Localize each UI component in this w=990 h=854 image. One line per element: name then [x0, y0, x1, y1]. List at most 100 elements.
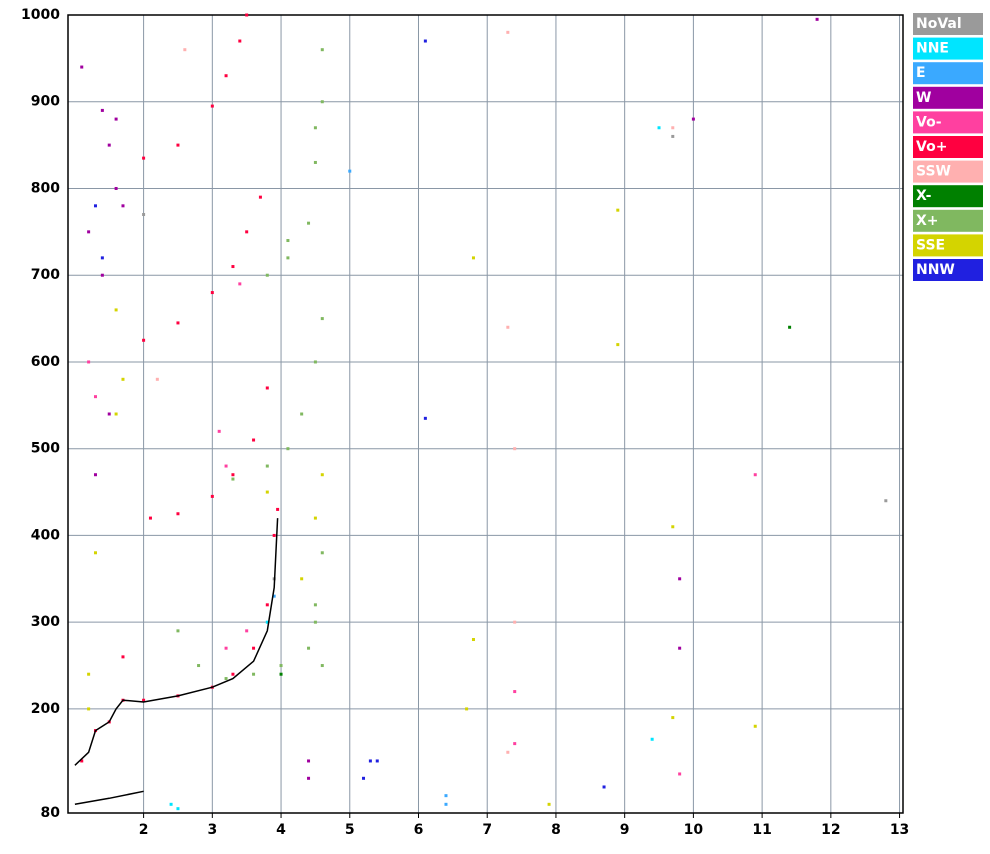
point	[321, 473, 324, 476]
point	[170, 803, 173, 806]
point	[142, 213, 145, 216]
y-tick-label: 400	[31, 527, 60, 543]
chart: 8020030040050060070080090010002345678910…	[0, 0, 990, 854]
x-tick-label: 13	[890, 822, 909, 838]
point	[245, 230, 248, 233]
point	[286, 256, 289, 259]
point	[273, 534, 276, 537]
point	[506, 326, 509, 329]
point	[369, 759, 372, 762]
legend-label: E	[916, 65, 926, 81]
point	[87, 230, 90, 233]
point	[87, 673, 90, 676]
point	[314, 360, 317, 363]
point	[616, 209, 619, 212]
point	[506, 31, 509, 34]
point	[307, 222, 310, 225]
point	[307, 759, 310, 762]
y-tick-label: 800	[31, 180, 60, 196]
point	[616, 343, 619, 346]
point	[245, 14, 248, 17]
y-tick-label: 300	[31, 614, 60, 630]
point	[472, 256, 475, 259]
point	[314, 126, 317, 129]
point	[444, 803, 447, 806]
point	[121, 655, 124, 658]
legend-label: NNE	[916, 41, 949, 57]
point	[245, 629, 248, 632]
point	[671, 525, 674, 528]
point	[121, 204, 124, 207]
point	[300, 413, 303, 416]
point	[321, 317, 324, 320]
point	[321, 664, 324, 667]
x-tick-label: 3	[207, 822, 217, 838]
point	[142, 157, 145, 160]
legend-label: Vo-	[916, 114, 942, 130]
point	[252, 673, 255, 676]
legend-label: W	[916, 90, 931, 106]
point	[513, 690, 516, 693]
point	[816, 18, 819, 21]
point	[94, 551, 97, 554]
point	[115, 118, 118, 121]
point	[156, 378, 159, 381]
point	[101, 109, 104, 112]
x-tick-label: 9	[620, 822, 630, 838]
point	[266, 465, 269, 468]
point	[362, 777, 365, 780]
point	[678, 772, 681, 775]
legend-label: X-	[916, 188, 932, 204]
point	[307, 777, 310, 780]
point	[94, 204, 97, 207]
point	[218, 430, 221, 433]
y-tick-label: 1000	[21, 7, 60, 23]
point	[513, 742, 516, 745]
point	[211, 495, 214, 498]
legend-label: NNW	[916, 262, 955, 278]
point	[149, 517, 152, 520]
point	[321, 100, 324, 103]
point	[603, 785, 606, 788]
point	[671, 126, 674, 129]
point	[678, 647, 681, 650]
legend-label: NoVal	[916, 16, 962, 32]
y-tick-label: 700	[31, 267, 60, 283]
point	[280, 673, 283, 676]
point	[87, 360, 90, 363]
point	[321, 48, 324, 51]
point	[231, 478, 234, 481]
y-tick-label: 500	[31, 441, 60, 457]
point	[176, 321, 179, 324]
point	[266, 603, 269, 606]
point	[513, 621, 516, 624]
point	[176, 629, 179, 632]
x-tick-label: 8	[551, 822, 561, 838]
point	[225, 677, 228, 680]
point	[121, 378, 124, 381]
y-tick-label: 80	[41, 805, 61, 821]
point	[376, 759, 379, 762]
point	[788, 326, 791, 329]
point	[671, 135, 674, 138]
x-tick-label: 2	[139, 822, 149, 838]
y-tick-label: 600	[31, 354, 60, 370]
point	[651, 738, 654, 741]
point	[231, 473, 234, 476]
point	[678, 577, 681, 580]
point	[115, 308, 118, 311]
legend-label: SSW	[916, 164, 951, 180]
point	[252, 439, 255, 442]
point	[108, 144, 111, 147]
point	[348, 170, 351, 173]
point	[465, 707, 468, 710]
point	[176, 807, 179, 810]
x-tick-label: 5	[345, 822, 355, 838]
point	[94, 473, 97, 476]
x-tick-label: 7	[482, 822, 492, 838]
legend-label: SSE	[916, 237, 945, 253]
point	[671, 716, 674, 719]
point	[321, 551, 324, 554]
point	[286, 239, 289, 242]
legend-label: X+	[916, 213, 939, 229]
